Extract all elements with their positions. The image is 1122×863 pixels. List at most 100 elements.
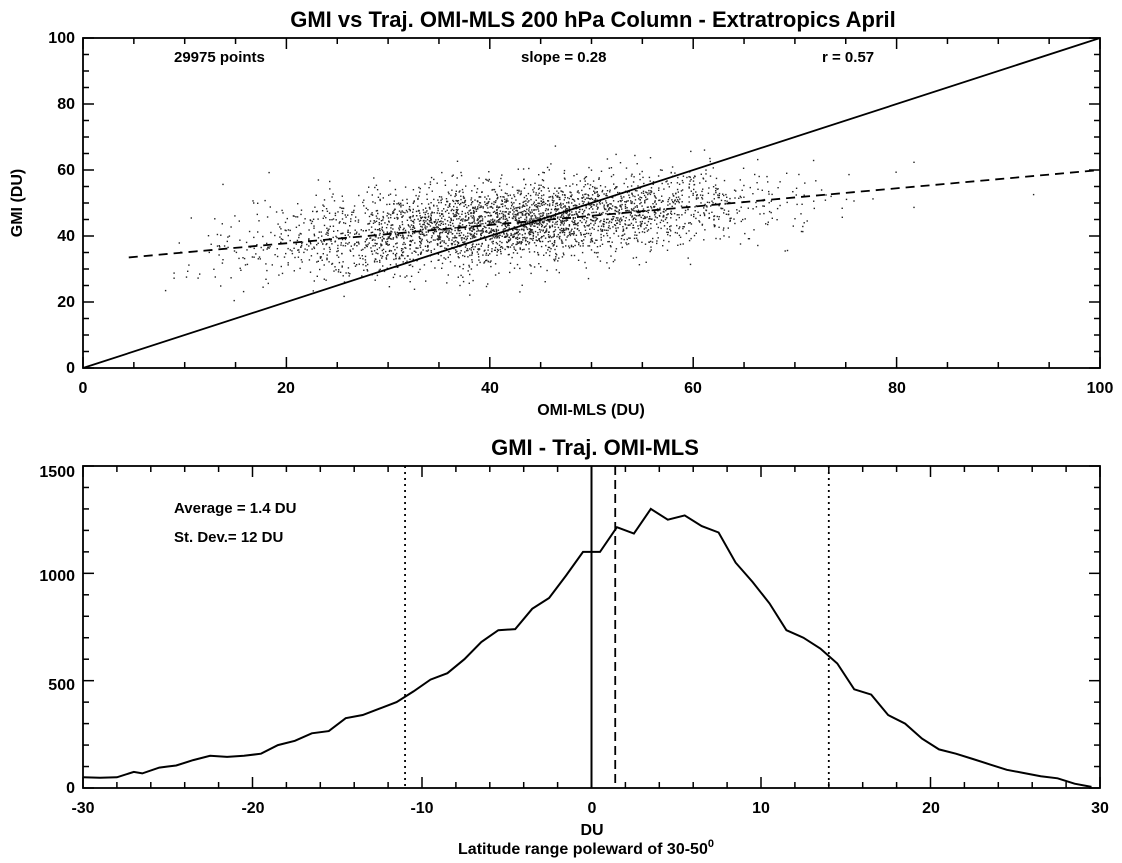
scatter-point (239, 239, 241, 241)
scatter-point (581, 251, 584, 254)
scatter-point (431, 222, 433, 224)
scatter-point (551, 225, 554, 228)
scatter-point (470, 203, 472, 206)
scatter-point (440, 220, 442, 222)
scatter-point (499, 234, 501, 236)
scatter-point (384, 222, 386, 224)
scatter-point (439, 245, 442, 248)
scatter-point (719, 238, 721, 240)
scatter-point (618, 213, 620, 215)
scatter-point (313, 246, 315, 248)
scatter-point (594, 198, 597, 200)
scatter-point (583, 233, 585, 236)
scatter-point (280, 238, 283, 240)
scatter-point (375, 252, 377, 254)
scatter-point (631, 193, 633, 195)
scatter-point (515, 207, 517, 209)
scatter-point (426, 234, 428, 236)
scatter-point (438, 196, 441, 198)
scatter-point (714, 224, 716, 227)
scatter-point (669, 228, 671, 231)
scatter-point (708, 201, 711, 204)
scatter-point (451, 208, 453, 211)
scatter-point (666, 214, 668, 216)
scatter-point (426, 226, 428, 228)
scatter-point (223, 245, 226, 247)
scatter-point (409, 226, 411, 228)
scatter-point (356, 245, 358, 247)
scatter-point (534, 225, 536, 227)
scatter-point (457, 242, 460, 244)
scatter-point (578, 192, 580, 194)
scatter-point (532, 237, 534, 239)
scatter-point (408, 206, 411, 208)
scatter-point (404, 257, 406, 260)
scatter-point (467, 205, 470, 207)
scatter-point (654, 211, 656, 214)
scatter-point (541, 179, 544, 181)
scatter-point (446, 282, 448, 284)
scatter-point (471, 217, 473, 219)
scatter-point (300, 209, 303, 211)
slope-annotation: slope = 0.28 (521, 49, 606, 66)
scatter-point (323, 215, 326, 217)
scatter-point (639, 211, 641, 214)
scatter-point (439, 215, 441, 217)
scatter-point (447, 232, 449, 235)
scatter-point (600, 212, 603, 215)
scatter-point (444, 180, 446, 182)
scatter-point (784, 250, 786, 252)
scatter-point (547, 200, 549, 202)
scatter-point (626, 207, 628, 209)
scatter-point (721, 207, 724, 210)
scatter-point (452, 200, 455, 203)
scatter-point (641, 241, 643, 243)
scatter-point (350, 220, 352, 223)
scatter-point (228, 235, 231, 237)
scatter-point (658, 189, 660, 191)
scatter-point (430, 202, 432, 204)
scatter-point (354, 229, 356, 231)
histogram-ytick-label: 1500 (39, 464, 75, 481)
scatter-point (386, 255, 388, 257)
scatter-point (465, 244, 467, 246)
scatter-point (438, 201, 440, 204)
scatter-point (357, 221, 360, 223)
scatter-point (507, 246, 509, 249)
scatter-point (639, 199, 641, 201)
scatter-point (458, 218, 460, 220)
scatter-point (592, 208, 594, 210)
scatter-point (559, 224, 562, 226)
scatter-point (378, 269, 380, 272)
scatter-point (424, 213, 426, 216)
scatter-point (405, 247, 407, 249)
scatter-point (496, 233, 499, 236)
scatter-point (349, 232, 351, 234)
scatter-point (460, 219, 462, 221)
scatter-point (591, 194, 594, 196)
scatter-point (565, 219, 567, 221)
scatter-point (462, 195, 465, 198)
scatter-point (438, 224, 440, 226)
scatter-point (489, 206, 491, 208)
scatter-point (312, 218, 315, 220)
scatter-point (365, 265, 367, 267)
scatter-point (381, 240, 383, 242)
scatter-point (582, 242, 584, 245)
scatter-point (520, 256, 522, 258)
scatter-point (556, 209, 559, 211)
scatter-point (325, 217, 327, 219)
scatter-point (350, 245, 352, 247)
scatter-point (398, 258, 400, 260)
scatter-point (421, 226, 423, 228)
scatter-point (454, 229, 456, 232)
scatter-point (561, 221, 563, 223)
scatter-point (742, 218, 744, 221)
scatter-point (568, 205, 570, 208)
scatter-point (492, 207, 494, 209)
scatter-point (376, 209, 379, 212)
scatter-point (586, 217, 588, 219)
scatter-point (585, 193, 587, 195)
scatter-point (568, 225, 571, 227)
scatter-point (525, 210, 527, 213)
